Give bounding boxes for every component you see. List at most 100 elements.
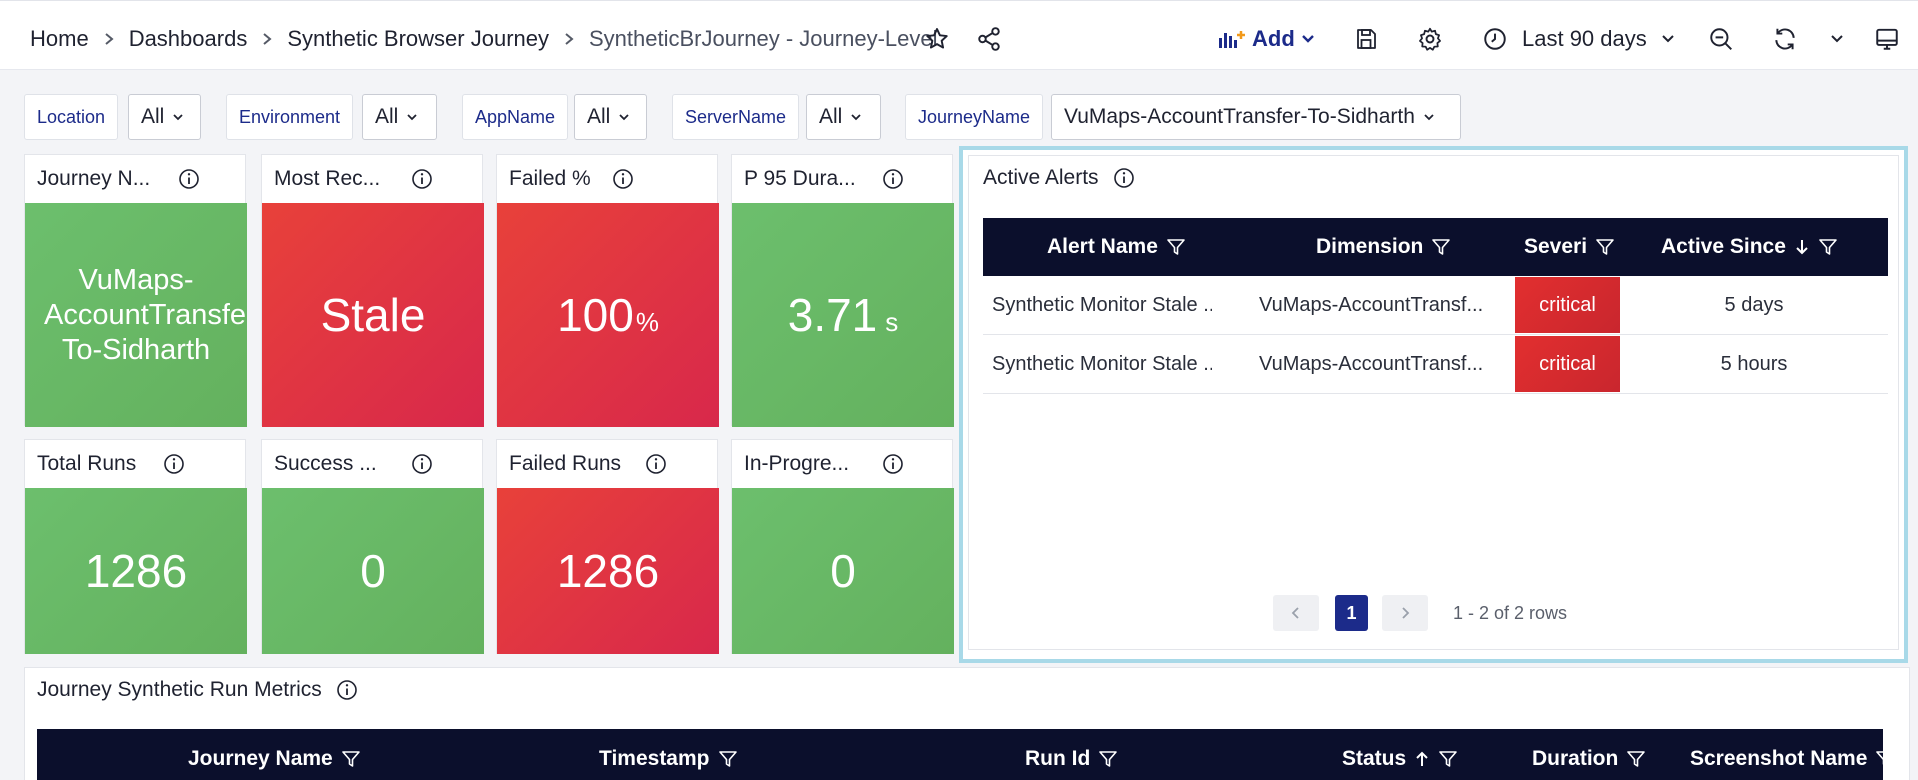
settings-icon[interactable] xyxy=(1415,24,1445,54)
column-header-status[interactable]: Status xyxy=(1342,729,1458,780)
info-icon[interactable] xyxy=(336,679,358,701)
breadcrumb-synthetic-browser-journey[interactable]: Synthetic Browser Journey xyxy=(287,26,549,51)
column-header-duration[interactable]: Duration xyxy=(1532,729,1646,780)
monitor-icon[interactable] xyxy=(1872,24,1902,54)
star-icon[interactable] xyxy=(922,24,952,54)
journey-name-value: VuMaps- AccountTransfe To-Sidharth xyxy=(26,263,246,368)
chevron-down-icon xyxy=(1661,32,1675,46)
card-failed-percent: Failed % 100 % xyxy=(496,154,719,427)
filter-select-servername[interactable]: All xyxy=(806,94,881,140)
card-most-recent: Most Rec... Stale xyxy=(261,154,484,427)
info-icon[interactable] xyxy=(411,453,433,475)
card-title: Journey N... xyxy=(37,167,151,190)
most-recent-tile: Stale xyxy=(262,203,484,427)
add-panel-icon xyxy=(1218,28,1246,50)
filter-icon[interactable] xyxy=(341,749,361,769)
filter-label-journeyname: JourneyName xyxy=(905,94,1044,140)
next-page-button[interactable] xyxy=(1382,595,1428,631)
filter-select-journeyname[interactable]: VuMaps-AccountTransfer-To-Sidharth xyxy=(1051,94,1461,140)
severity-badge: critical xyxy=(1515,336,1620,392)
card-success: Success ... 0 xyxy=(261,439,484,654)
clock-icon xyxy=(1482,26,1508,52)
sort-descending-icon[interactable] xyxy=(1794,238,1810,256)
refresh-options-chevron-icon[interactable] xyxy=(1822,24,1852,54)
refresh-icon[interactable] xyxy=(1770,24,1800,54)
column-header-severity[interactable]: Severi xyxy=(1524,218,1615,276)
zoom-out-icon[interactable] xyxy=(1706,24,1736,54)
column-header-screenshot-name[interactable]: Screenshot Name xyxy=(1690,729,1883,780)
panel-title: Active Alerts xyxy=(983,166,1135,190)
share-icon[interactable] xyxy=(974,24,1004,54)
in-progress-value: 0 xyxy=(830,545,856,597)
info-icon[interactable] xyxy=(163,453,185,475)
value-line: VuMaps- xyxy=(78,263,194,296)
total-runs-value: 1286 xyxy=(84,545,188,597)
active-alerts-title: Active Alerts xyxy=(983,166,1099,189)
filter-icon[interactable] xyxy=(1818,237,1838,257)
chevron-down-icon xyxy=(618,111,630,123)
info-icon[interactable] xyxy=(178,168,200,190)
column-header-timestamp[interactable]: Timestamp xyxy=(599,729,738,780)
filter-select-appname[interactable]: All xyxy=(574,94,647,140)
chevron-down-icon xyxy=(406,111,418,123)
filter-select-location[interactable]: All xyxy=(128,94,201,140)
table-row[interactable]: Synthetic Monitor Stale ... VuMaps-Accou… xyxy=(983,335,1888,394)
info-icon[interactable] xyxy=(1113,167,1135,189)
column-header-active-since[interactable]: Active Since xyxy=(1661,218,1838,276)
filter-icon[interactable] xyxy=(1438,749,1458,769)
page-number-button[interactable]: 1 xyxy=(1335,595,1368,631)
info-icon[interactable] xyxy=(882,168,904,190)
prev-page-button[interactable] xyxy=(1273,595,1319,631)
card-p95-duration: P 95 Dura... 3.71 s xyxy=(731,154,954,427)
column-label: Dimension xyxy=(1316,235,1424,258)
info-icon[interactable] xyxy=(882,453,904,475)
table-row[interactable]: Synthetic Monitor Stale ... VuMaps-Accou… xyxy=(983,276,1888,335)
chevron-down-icon xyxy=(1423,111,1435,123)
chevron-left-icon xyxy=(1291,606,1301,620)
info-icon[interactable] xyxy=(411,168,433,190)
filter-icon[interactable] xyxy=(1166,237,1186,257)
filter-label-servername: ServerName xyxy=(672,94,800,140)
column-header-dimension[interactable]: Dimension xyxy=(1316,218,1451,276)
filter-icon[interactable] xyxy=(718,749,738,769)
time-range-label: Last 90 days xyxy=(1522,26,1647,51)
filter-icon[interactable] xyxy=(1626,749,1646,769)
filter-icon[interactable] xyxy=(1431,237,1451,257)
alerts-table-header: Alert Name Dimension Severi Active Since xyxy=(983,218,1888,276)
filter-icon[interactable] xyxy=(1595,237,1615,257)
active-alerts-panel[interactable]: Active Alerts Alert Name Dimension Sever… xyxy=(959,146,1908,663)
breadcrumb-current: SyntheticBrJourney - Journey-Level xyxy=(589,26,938,51)
filter-select-environment[interactable]: All xyxy=(362,94,437,140)
column-header-run-id[interactable]: Run Id xyxy=(1025,729,1118,780)
active-since-cell: 5 days xyxy=(1724,294,1784,316)
column-header-journey-name[interactable]: Journey Name xyxy=(188,729,361,780)
column-label: Severi xyxy=(1524,235,1588,258)
total-runs-tile: 1286 xyxy=(25,488,247,654)
filter-icon[interactable] xyxy=(1098,749,1118,769)
card-title: Failed Runs xyxy=(509,452,622,475)
column-label: Screenshot Name xyxy=(1690,747,1868,770)
card-title: Most Rec... xyxy=(274,167,381,190)
breadcrumb-home[interactable]: Home xyxy=(30,26,89,51)
success-tile: 0 xyxy=(262,488,484,654)
filter-icon[interactable] xyxy=(1875,749,1883,769)
column-header-alert-name[interactable]: Alert Name xyxy=(1047,218,1186,276)
chevron-right-icon xyxy=(1400,606,1410,620)
save-icon[interactable] xyxy=(1351,24,1381,54)
add-button[interactable]: Add xyxy=(1218,24,1315,54)
time-range-picker[interactable]: Last 90 days xyxy=(1482,24,1675,54)
card-title: P 95 Dura... xyxy=(744,167,856,190)
info-icon[interactable] xyxy=(645,453,667,475)
run-metrics-table-header: Journey Name Timestamp Run Id Status Dur… xyxy=(37,729,1883,780)
most-recent-value: Stale xyxy=(320,289,426,341)
alert-name-cell: Synthetic Monitor Stale ... xyxy=(992,294,1212,316)
sort-ascending-icon[interactable] xyxy=(1414,750,1430,768)
filter-value: All xyxy=(587,105,611,128)
filter-value: All xyxy=(375,105,399,128)
column-label: Journey Name xyxy=(188,747,333,770)
run-metrics-title: Journey Synthetic Run Metrics xyxy=(37,678,322,701)
failed-percent-value: 100 xyxy=(557,289,634,341)
info-icon[interactable] xyxy=(612,168,634,190)
card-total-runs: Total Runs 1286 xyxy=(24,439,247,654)
breadcrumb-dashboards[interactable]: Dashboards xyxy=(128,26,248,51)
